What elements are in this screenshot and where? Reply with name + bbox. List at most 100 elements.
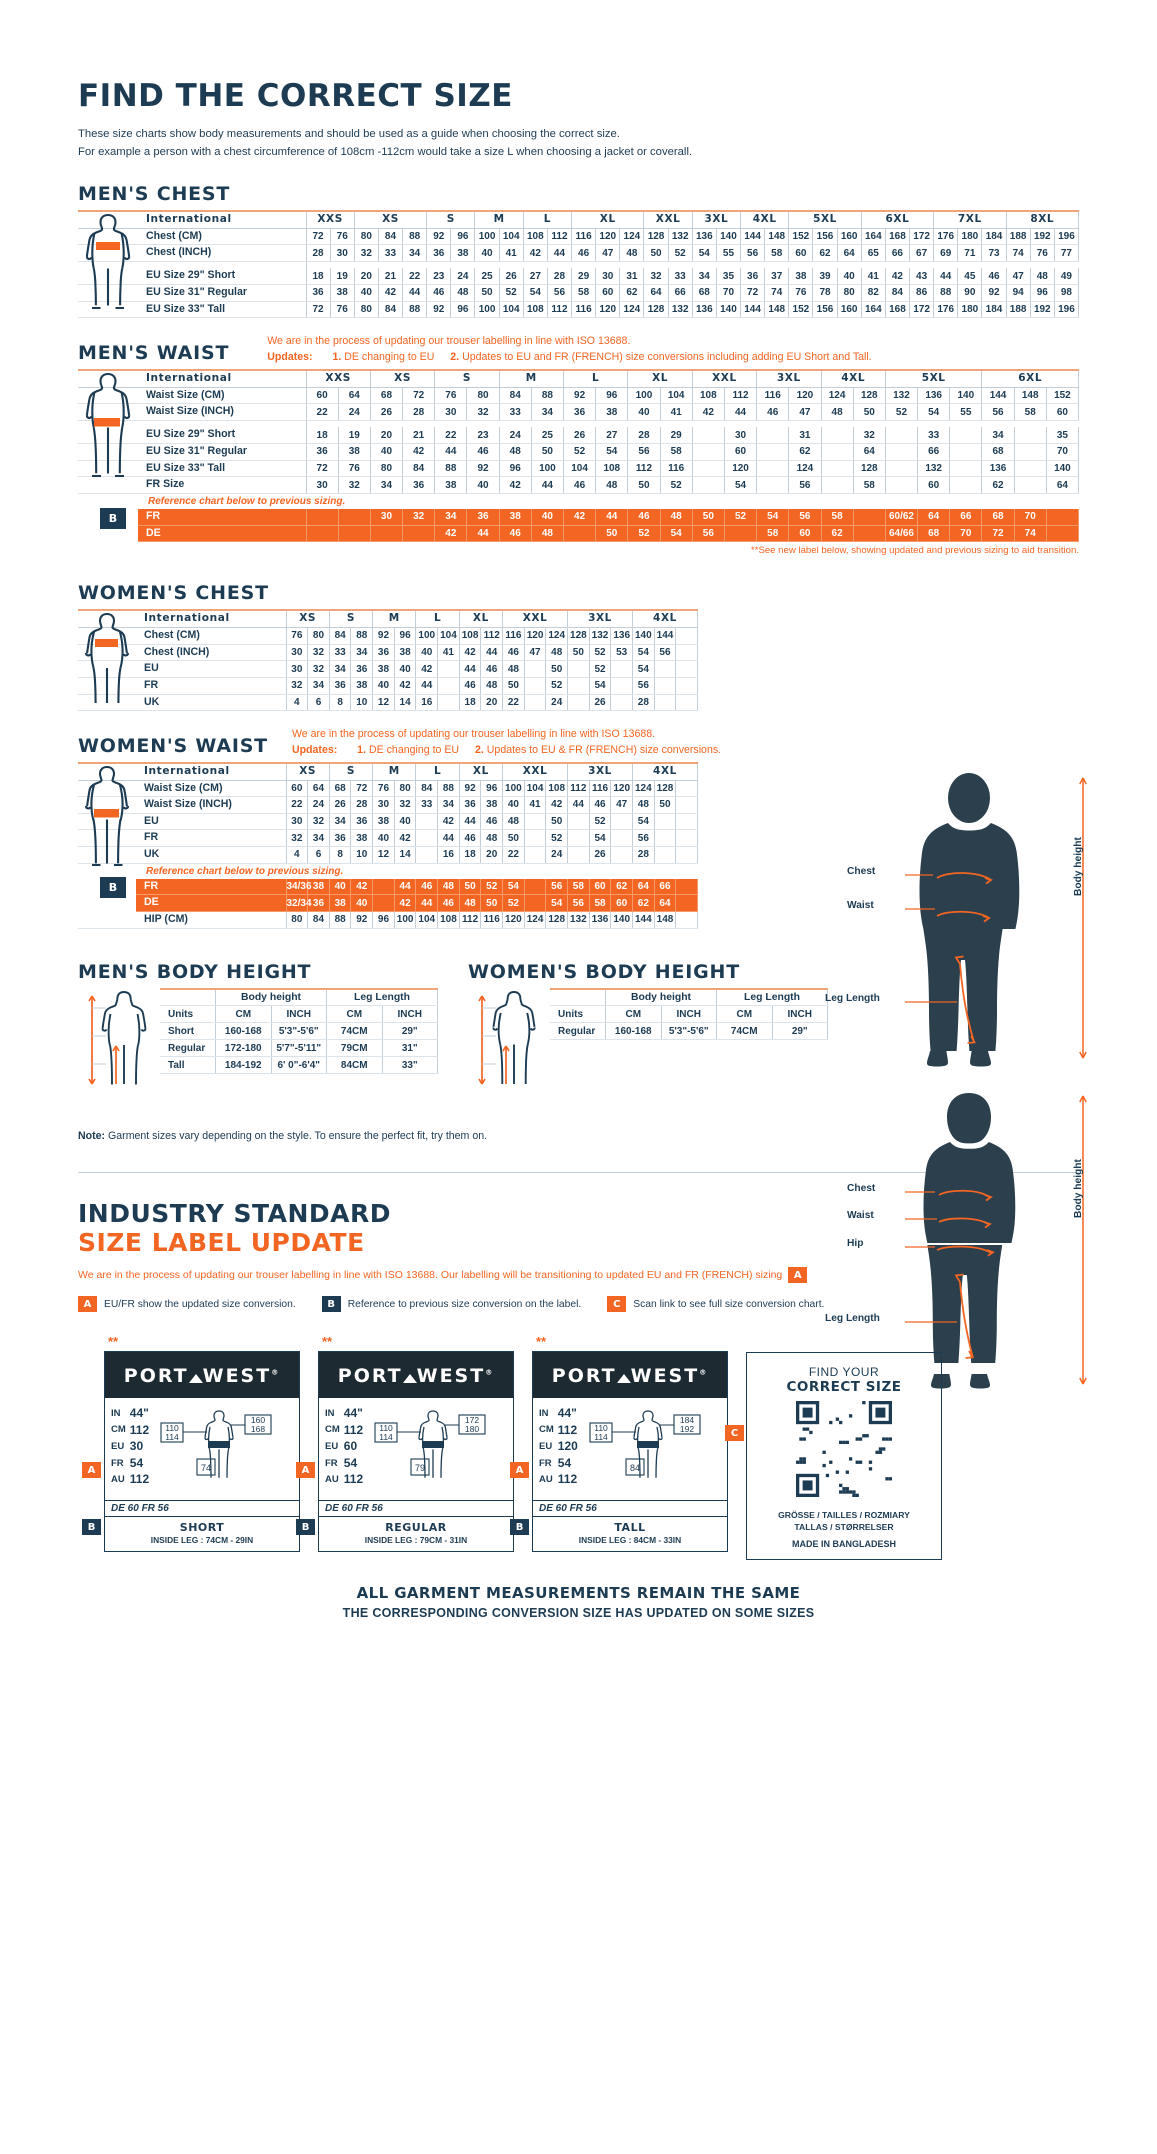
table-cell: 18 [459, 846, 482, 864]
table-cell: 38 [338, 443, 371, 461]
table-cell: 132 [567, 911, 590, 929]
table-cell: 47 [610, 796, 633, 814]
reference-cell: 52 [724, 509, 758, 526]
table-cell: 88 [402, 228, 428, 246]
table-cell: 148 [654, 911, 677, 929]
svg-text:84: 84 [630, 1463, 640, 1473]
reference-cell: 72 [981, 525, 1015, 543]
table-cell [524, 694, 547, 712]
table-cell: 44 [480, 644, 504, 662]
tag-c-icon: C [607, 1296, 627, 1313]
reference-cell: 74 [1014, 525, 1047, 543]
table-cell: 41 [524, 796, 547, 814]
label-key: FR [111, 1457, 124, 1469]
body-height-cell: 160-168 [605, 1022, 662, 1041]
size-column-header: XL [571, 209, 645, 229]
table-cell: 144 [740, 301, 766, 319]
size-column-header: 4XL [632, 609, 698, 628]
fit-name: TALL [614, 1521, 646, 1535]
fit-inside-leg: INSIDE LEG : 74CM - 29IN [150, 1535, 254, 1546]
update-item1-text-women: DE changing to EU [368, 743, 460, 756]
table-cell: 96 [450, 228, 476, 246]
label-value: 44" [557, 1406, 577, 1421]
table-cell: 92 [459, 780, 482, 798]
reference-cell: 40 [329, 878, 352, 896]
reference-cell: 64 [632, 878, 655, 896]
updates-label: Updates: [267, 350, 313, 363]
update-item2-text-women: Updates to EU & FR (FRENCH) size convers… [486, 743, 722, 756]
size-label-update-title: SIZE LABEL UPDATE [78, 1228, 365, 1258]
table-cell: 20 [480, 846, 504, 864]
male-model-illustration [905, 773, 1087, 1067]
row-label: Waist Size (CM) [136, 780, 287, 798]
reference-cell: 58 [821, 509, 854, 526]
table-cell: 160 [837, 228, 862, 246]
model-illustrations: Chest Waist Leg Length Body height [797, 768, 1097, 1390]
legend-text-b: Reference to previous size conversion on… [347, 1298, 582, 1310]
table-cell [885, 476, 919, 495]
reference-cell: 62 [610, 878, 633, 896]
table-cell: 27 [595, 427, 629, 445]
mens-waist-footnote: **See new label below, showing updated a… [750, 545, 1079, 557]
row-label: Chest (INCH) [138, 244, 307, 262]
reference-cell: 50 [459, 878, 482, 896]
size-column-header: XL [459, 609, 504, 628]
body-height-cell: 184-192 [215, 1056, 272, 1075]
table-cell [415, 829, 439, 848]
table-cell: 172 [909, 301, 935, 319]
table-cell: 40 [837, 268, 862, 286]
table-row: Chest (INCH) 30 32 33 34 36 38 40 41 42 44 46 47 48 50… [78, 644, 698, 662]
qr-code-icon[interactable] [796, 1401, 892, 1498]
svg-text:160: 160 [251, 1415, 265, 1425]
model-label-waist-male: Waist [847, 900, 874, 911]
table-cell: 140 [716, 228, 742, 246]
table-cell: 116 [660, 460, 693, 478]
label-value: 44" [129, 1406, 149, 1421]
table-cell: 76 [338, 460, 371, 478]
svg-text:74: 74 [201, 1463, 211, 1473]
row-label: Chest (CM) [138, 228, 307, 246]
table-cell: 60 [917, 476, 951, 495]
label-value: 120 [557, 1439, 578, 1454]
size-column-header: S [434, 369, 500, 388]
table-row: UK 4 6 8 10 12 14 16 18 20 22 24 26 28 [78, 694, 698, 712]
svg-text:110: 110 [379, 1423, 393, 1433]
table-cell: 164 [861, 228, 886, 246]
table-cell: 66 [668, 284, 693, 302]
table-row: EU Size 31" Regular 36 38 40 42 44 46 48 50 52 54 5… [78, 443, 1080, 461]
row-label: FR Size [138, 476, 307, 495]
table-cell: 40 [502, 796, 525, 814]
size-column-header: 6XL [981, 369, 1079, 388]
body-height-cell: 172-180 [215, 1039, 272, 1058]
table-cell: 54 [724, 476, 758, 495]
sub-header: INCH [772, 1005, 828, 1024]
female-model-illustration [905, 1093, 1087, 1389]
womens-chest-table: International XS S M L XL XXL 3XL 4XL Chest (CM) 7… [78, 609, 698, 712]
table-row: EU Size 33" Tall 72 76 80 84 88 92 96 100 104 108 1… [78, 301, 1080, 319]
table-cell: 22 [434, 427, 468, 445]
reference-cell: 56 [692, 525, 725, 543]
table-cell: 50 [627, 476, 661, 495]
table-cell: 152 [788, 228, 814, 246]
womens-waist-update-note: We are in the process of updating our tr… [278, 727, 721, 758]
reference-cell: 54 [545, 894, 569, 913]
table-cell: 48 [632, 796, 655, 814]
reference-cell: 38 [329, 894, 352, 913]
table-cell: 41 [660, 403, 693, 421]
svg-text:110: 110 [165, 1423, 179, 1433]
table-cell [949, 476, 983, 495]
table-cell: 48 [1030, 268, 1055, 286]
table-cell: 24 [545, 694, 569, 712]
reference-cell [675, 878, 698, 896]
row-label: International [136, 609, 287, 628]
table-cell: 38 [372, 660, 395, 678]
table-cell: 46 [502, 644, 525, 662]
table-cell: 136 [692, 228, 717, 246]
label-key: IN [539, 1407, 549, 1419]
industry-standard-title: INDUSTRY STANDARD [78, 1199, 392, 1229]
table-cell: 104 [499, 301, 524, 319]
body-height-cell: Short [160, 1022, 216, 1041]
qr-card[interactable]: FIND YOUR CORRECT SIZE GRÖSSE / TAILLES / … [725, 1352, 942, 1561]
table-cell: 28 [632, 694, 655, 712]
